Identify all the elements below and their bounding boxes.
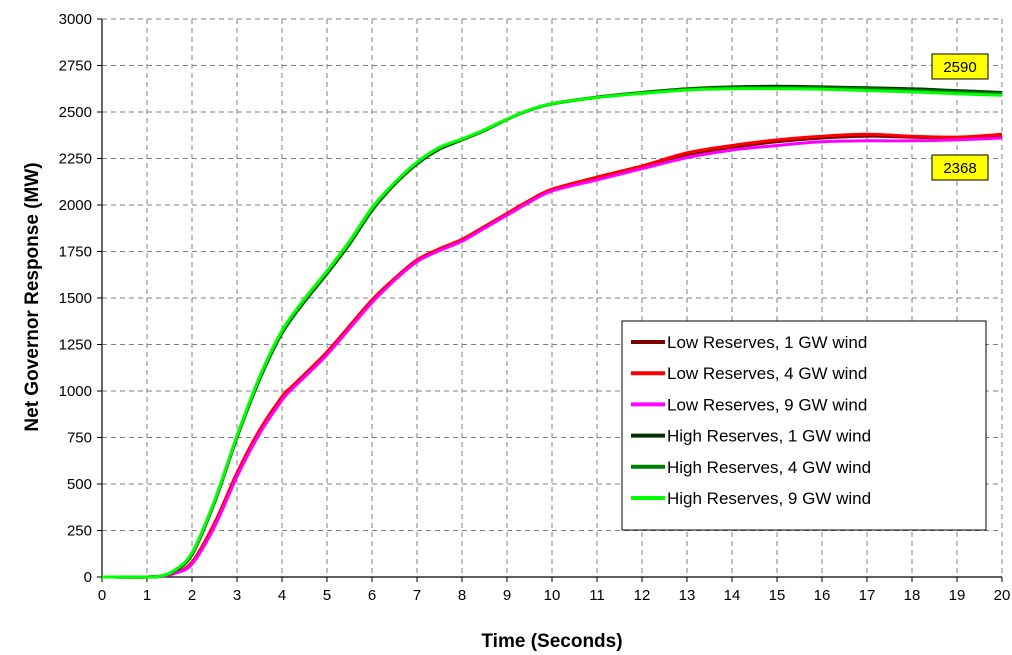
y-axis-title: Net Governor Response (MW) [22, 162, 43, 431]
y-tick-labels: 0 250 500 750 1000 1250 1500 1750 2000 2250 2500 27… [59, 11, 92, 586]
x-tick-label: 12 [634, 587, 651, 604]
x-tick-label: 14 [724, 587, 741, 604]
x-tick-label: 2 [188, 587, 196, 604]
x-tick-label: 7 [413, 587, 421, 604]
x-tick-label: 9 [503, 587, 511, 604]
legend-label: High Reserves, 4 GW wind [667, 458, 871, 477]
legend-label: Low Reserves, 9 GW wind [667, 395, 867, 414]
y-tick-label: 250 [67, 523, 92, 540]
y-tick-label: 2000 [59, 197, 92, 214]
callout-box [931, 53, 989, 80]
series-line-6 [101, 87, 1003, 579]
x-tick-label: 3 [233, 587, 241, 604]
legend-label: Low Reserves, 1 GW wind [667, 333, 867, 352]
x-tick-label: 4 [278, 587, 286, 604]
y-tick-label: 500 [67, 476, 92, 493]
y-tick-label: 750 [67, 430, 92, 447]
x-tick-label: 19 [949, 587, 966, 604]
legend-label: Low Reserves, 4 GW wind [667, 364, 867, 383]
y-tick-label: 1500 [59, 290, 92, 307]
callouts: 2590 2368 [931, 53, 989, 181]
series-line-2 [101, 132, 1003, 579]
callout-box [931, 154, 989, 181]
y-tick-label: 1250 [59, 337, 92, 354]
callout-label: 2368 [943, 160, 976, 177]
x-tick-label: 0 [98, 587, 106, 604]
x-tick-label: 1 [143, 587, 151, 604]
x-tick-label: 17 [859, 587, 876, 604]
x-tick-label: 13 [679, 587, 696, 604]
x-tick-label: 20 [994, 587, 1011, 604]
x-tick-label: 18 [904, 587, 921, 604]
series-line-3 [101, 136, 1003, 579]
x-tick-label: 6 [368, 587, 376, 604]
axes [97, 18, 1003, 582]
callout-label: 2590 [943, 59, 976, 76]
x-tick-label: 8 [458, 587, 466, 604]
x-tick-label: 5 [323, 587, 331, 604]
x-axis-title: Time (Seconds) [481, 631, 622, 652]
y-tick-label: 2500 [59, 104, 92, 121]
series-lines [101, 84, 1003, 579]
y-tick-label: 2750 [59, 58, 92, 75]
legend-box [621, 320, 987, 531]
y-tick-label: 3000 [59, 11, 92, 28]
x-tick-label: 15 [769, 587, 786, 604]
legend: Low Reserves, 1 GW wind Low Reserves, 4 G… [621, 320, 987, 531]
y-tick-label: 2250 [59, 151, 92, 168]
x-tick-labels: 0 1 2 3 4 5 6 7 8 9 10 11 12 13 14 15 16 17 18 19 20 [98, 587, 1011, 604]
y-tick-label: 1000 [59, 383, 92, 400]
legend-label: High Reserves, 9 GW wind [667, 489, 871, 508]
x-tick-label: 16 [814, 587, 831, 604]
legend-label: High Reserves, 1 GW wind [667, 427, 871, 446]
y-tick-label: 0 [84, 569, 92, 586]
x-tick-label: 10 [544, 587, 561, 604]
y-tick-label: 1750 [59, 244, 92, 261]
x-tick-label: 11 [589, 587, 605, 604]
